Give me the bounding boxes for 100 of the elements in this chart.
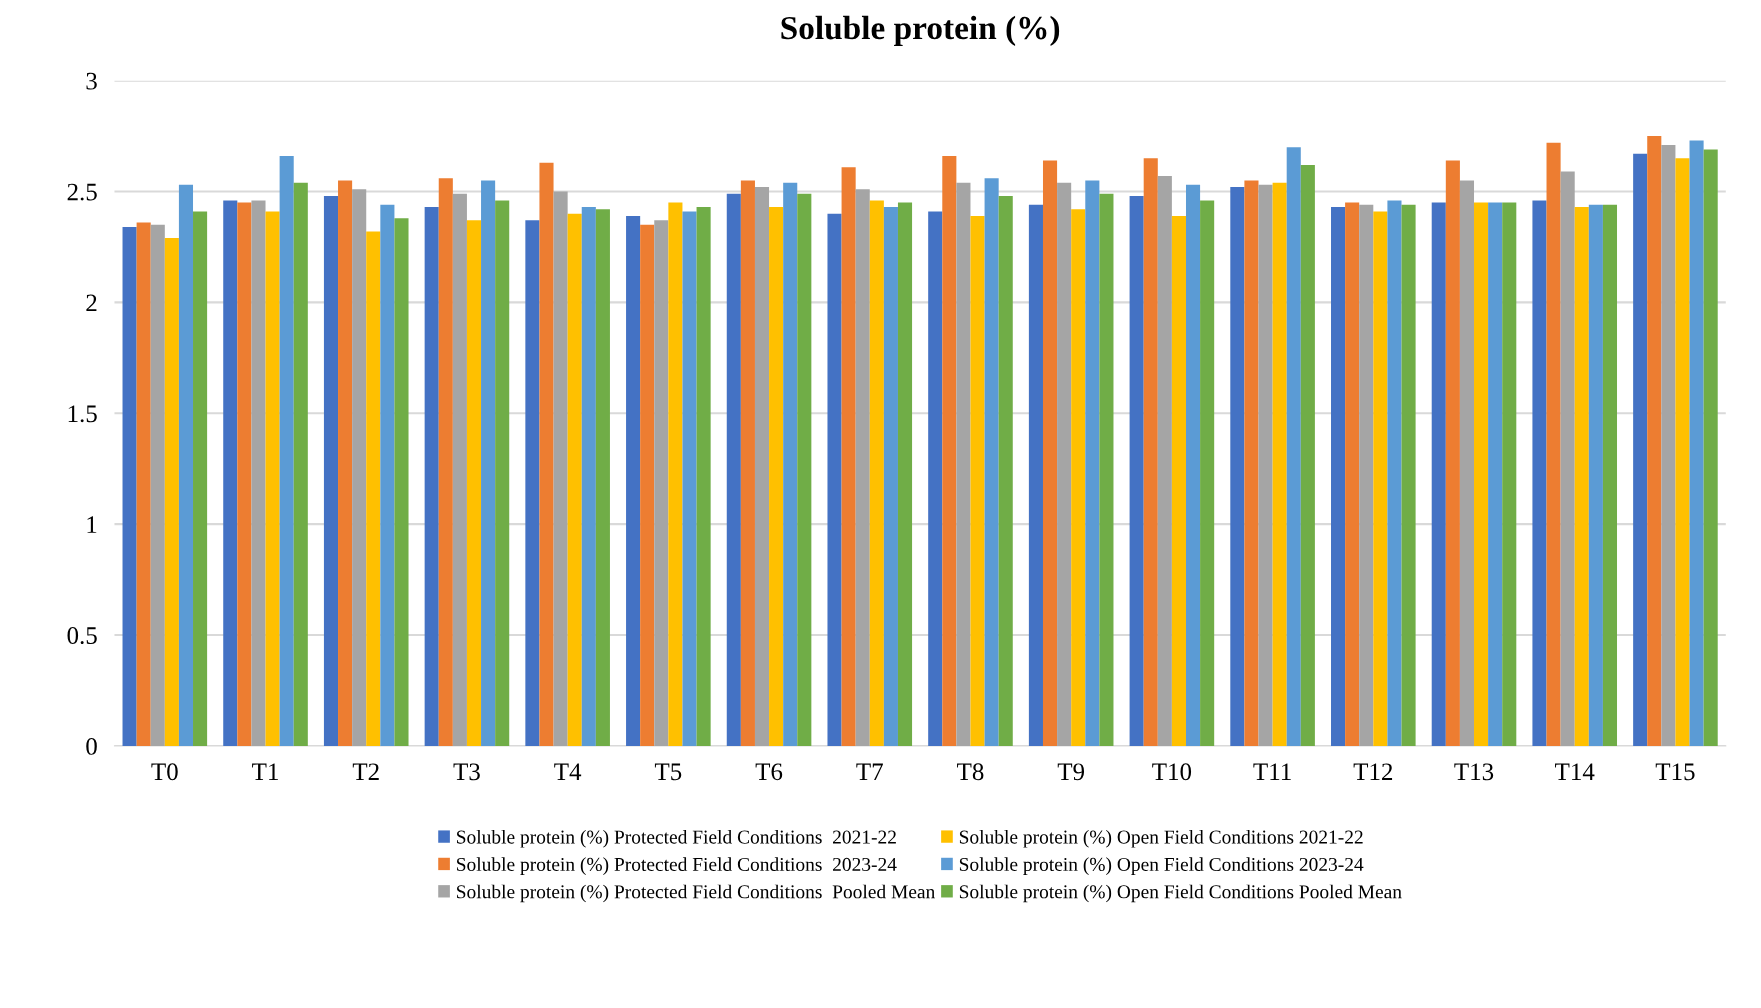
bar [855, 189, 870, 746]
bar [1387, 200, 1402, 746]
bar [1560, 171, 1575, 746]
bar [1502, 202, 1517, 746]
y-tick-label: 1 [87, 516, 97, 533]
bar [380, 204, 395, 746]
bar [682, 211, 697, 746]
bar [1488, 202, 1503, 746]
y-tick-label: 2.5 [67, 183, 97, 201]
x-tick-label: T6 [755, 763, 783, 781]
bar [150, 224, 165, 746]
x-tick-label: T10 [1152, 763, 1192, 781]
bar [525, 220, 540, 746]
bar [626, 215, 641, 746]
bar [1703, 149, 1718, 746]
y-tick-label: 3 [86, 72, 97, 90]
bar [1459, 180, 1475, 746]
bar [553, 191, 568, 746]
bar [783, 182, 798, 746]
bar [1272, 182, 1287, 746]
bar [956, 182, 971, 746]
bar [366, 231, 381, 746]
bar [942, 156, 957, 746]
bar [1689, 140, 1704, 746]
bar [827, 213, 842, 746]
bar [654, 220, 669, 746]
bar [581, 207, 596, 746]
bar [1675, 158, 1690, 746]
bar [251, 200, 266, 746]
legend-label: Soluble protein (%) Protected Field Conditions Pooled Mean [457, 884, 935, 903]
bar [1588, 204, 1603, 746]
bar [1185, 184, 1201, 746]
bar [668, 202, 683, 746]
bar [984, 178, 999, 746]
bar [1042, 160, 1058, 746]
bar [869, 200, 884, 746]
bar [1286, 147, 1301, 746]
x-tick-label: T11 [1253, 763, 1291, 780]
bar [696, 207, 711, 746]
bar [164, 238, 179, 746]
legend-label: Soluble protein (%) Open Field Conditions 2023-24 [959, 857, 1364, 875]
bar [1230, 187, 1245, 746]
bar [797, 193, 812, 746]
bar [1661, 144, 1676, 746]
bar [495, 200, 510, 746]
bar [237, 202, 252, 746]
legend-label: Soluble protein (%) Open Field Conditions Pooled Mean [959, 884, 1402, 903]
bar [928, 211, 943, 746]
bar [193, 211, 208, 746]
bar [352, 189, 367, 746]
bar [1345, 202, 1360, 746]
bar [1445, 160, 1460, 746]
bar [1200, 200, 1215, 746]
x-tick-label: T1 [252, 763, 278, 780]
bar [740, 180, 755, 746]
bar [1171, 215, 1186, 746]
bar [223, 200, 238, 746]
bar [1633, 153, 1648, 746]
chart-title: Soluble protein (%) [781, 15, 1060, 47]
bar [1129, 195, 1144, 746]
legend-label: Soluble protein (%) Open Field Conditions 2021-22 [959, 829, 1363, 848]
bar [1647, 136, 1662, 746]
bar [1099, 193, 1114, 746]
x-tick-label: T12 [1353, 763, 1393, 780]
bar [897, 202, 913, 746]
bar [438, 178, 453, 746]
bar [1300, 164, 1315, 746]
x-tick-label: T14 [1555, 763, 1595, 780]
bar [122, 227, 137, 746]
y-tick-label: 2 [86, 294, 97, 312]
bar [394, 218, 409, 746]
legend-label: Soluble protein (%) Protected Field Conditions 2021-22 [457, 829, 896, 848]
bar [1331, 207, 1346, 746]
bar [1085, 180, 1100, 746]
bar [1143, 158, 1158, 746]
x-tick-label: T2 [352, 763, 379, 780]
x-tick-label: T13 [1454, 763, 1494, 781]
bar [323, 195, 339, 746]
bar [293, 182, 308, 746]
y-tick-label: 0.5 [67, 627, 97, 645]
bar [178, 184, 194, 746]
bar [1474, 202, 1489, 746]
bar [539, 162, 554, 746]
bar [998, 195, 1013, 746]
bar [1546, 142, 1561, 746]
bar [1574, 207, 1589, 746]
bar [466, 220, 482, 746]
x-tick-label: T8 [957, 763, 984, 781]
bar [338, 180, 353, 746]
x-tick-label: T7 [856, 763, 883, 780]
bar [567, 213, 582, 746]
bar [1532, 200, 1547, 746]
y-tick-label: 1.5 [68, 405, 97, 423]
bar [1071, 209, 1086, 746]
bar [1028, 204, 1043, 746]
bar [452, 193, 467, 746]
x-tick-label: T4 [554, 763, 582, 780]
bar [640, 224, 655, 746]
bar [769, 207, 784, 746]
bar [136, 222, 151, 746]
